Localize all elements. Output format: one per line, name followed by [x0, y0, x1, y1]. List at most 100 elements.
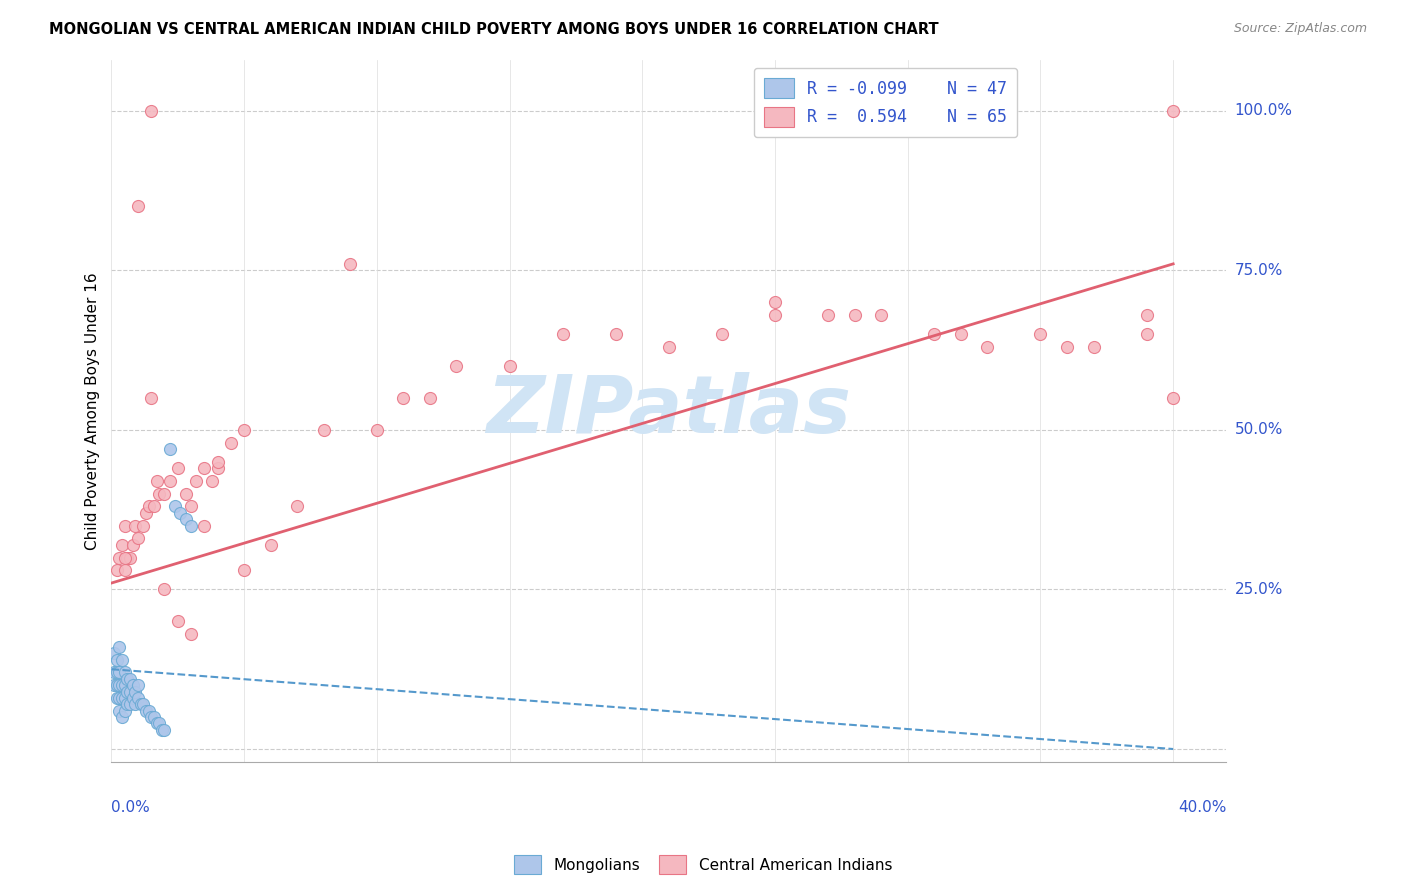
Point	[976, 340, 998, 354]
Point	[498, 359, 520, 373]
Point	[193, 518, 215, 533]
Point	[817, 308, 839, 322]
Point	[141, 391, 163, 405]
Point	[1136, 308, 1159, 322]
Point	[166, 461, 188, 475]
Point	[127, 532, 149, 546]
Point	[114, 665, 136, 680]
Point	[165, 500, 187, 514]
Point	[124, 518, 146, 533]
Point	[1161, 103, 1184, 118]
Point	[105, 653, 128, 667]
Y-axis label: Child Poverty Among Boys Under 16: Child Poverty Among Boys Under 16	[86, 272, 100, 549]
Point	[118, 672, 141, 686]
Point	[1161, 391, 1184, 405]
Point	[260, 538, 283, 552]
Point	[127, 678, 149, 692]
Point	[312, 423, 335, 437]
Point	[135, 506, 157, 520]
Point	[111, 710, 134, 724]
Point	[285, 500, 308, 514]
Point	[127, 199, 149, 213]
Point	[111, 690, 134, 705]
Point	[145, 474, 167, 488]
Point	[127, 690, 149, 705]
Point	[108, 550, 131, 565]
Point	[132, 698, 155, 712]
Point	[658, 340, 681, 354]
Point	[114, 563, 136, 577]
Text: Source: ZipAtlas.com: Source: ZipAtlas.com	[1233, 22, 1367, 36]
Point	[138, 704, 160, 718]
Point	[605, 327, 627, 342]
Point	[129, 698, 152, 712]
Text: 50.0%: 50.0%	[1234, 422, 1282, 437]
Point	[870, 308, 893, 322]
Point	[105, 563, 128, 577]
Point	[105, 665, 128, 680]
Point	[159, 474, 181, 488]
Point	[108, 640, 131, 654]
Point	[1136, 327, 1159, 342]
Point	[922, 327, 945, 342]
Text: ZIPatlas: ZIPatlas	[486, 372, 851, 450]
Point	[153, 723, 176, 737]
Point	[111, 653, 134, 667]
Point	[103, 646, 125, 660]
Point	[114, 550, 136, 565]
Point	[114, 518, 136, 533]
Point	[108, 704, 131, 718]
Point	[392, 391, 415, 405]
Point	[233, 423, 256, 437]
Point	[103, 678, 125, 692]
Point	[117, 698, 139, 712]
Point	[117, 550, 139, 565]
Point	[159, 442, 181, 456]
Point	[121, 538, 143, 552]
Legend: R = -0.099    N = 47, R =  0.594    N = 65: R = -0.099 N = 47, R = 0.594 N = 65	[754, 68, 1018, 137]
Point	[121, 678, 143, 692]
Point	[763, 295, 786, 310]
Point	[118, 684, 141, 698]
Point	[207, 461, 229, 475]
Point	[949, 327, 972, 342]
Point	[108, 690, 131, 705]
Point	[219, 435, 242, 450]
Point	[446, 359, 468, 373]
Point	[153, 582, 176, 597]
Point	[1056, 340, 1078, 354]
Point	[166, 615, 188, 629]
Point	[150, 723, 173, 737]
Point	[174, 486, 197, 500]
Point	[169, 506, 191, 520]
Point	[108, 665, 131, 680]
Point	[174, 512, 197, 526]
Point	[419, 391, 441, 405]
Point	[1083, 340, 1105, 354]
Point	[180, 500, 202, 514]
Point	[105, 690, 128, 705]
Point	[114, 678, 136, 692]
Text: 75.0%: 75.0%	[1234, 263, 1282, 277]
Point	[180, 627, 202, 641]
Point	[763, 308, 786, 322]
Point	[710, 327, 733, 342]
Point	[138, 500, 160, 514]
Point	[132, 518, 155, 533]
Point	[118, 550, 141, 565]
Point	[117, 672, 139, 686]
Point	[124, 684, 146, 698]
Point	[135, 704, 157, 718]
Point	[1029, 327, 1052, 342]
Text: 0.0%: 0.0%	[111, 800, 150, 815]
Point	[193, 461, 215, 475]
Point	[180, 518, 202, 533]
Point	[117, 684, 139, 698]
Point	[201, 474, 224, 488]
Point	[141, 103, 163, 118]
Point	[142, 710, 165, 724]
Point	[141, 710, 163, 724]
Text: MONGOLIAN VS CENTRAL AMERICAN INDIAN CHILD POVERTY AMONG BOYS UNDER 16 CORRELATI: MONGOLIAN VS CENTRAL AMERICAN INDIAN CHI…	[49, 22, 939, 37]
Point	[366, 423, 388, 437]
Point	[114, 690, 136, 705]
